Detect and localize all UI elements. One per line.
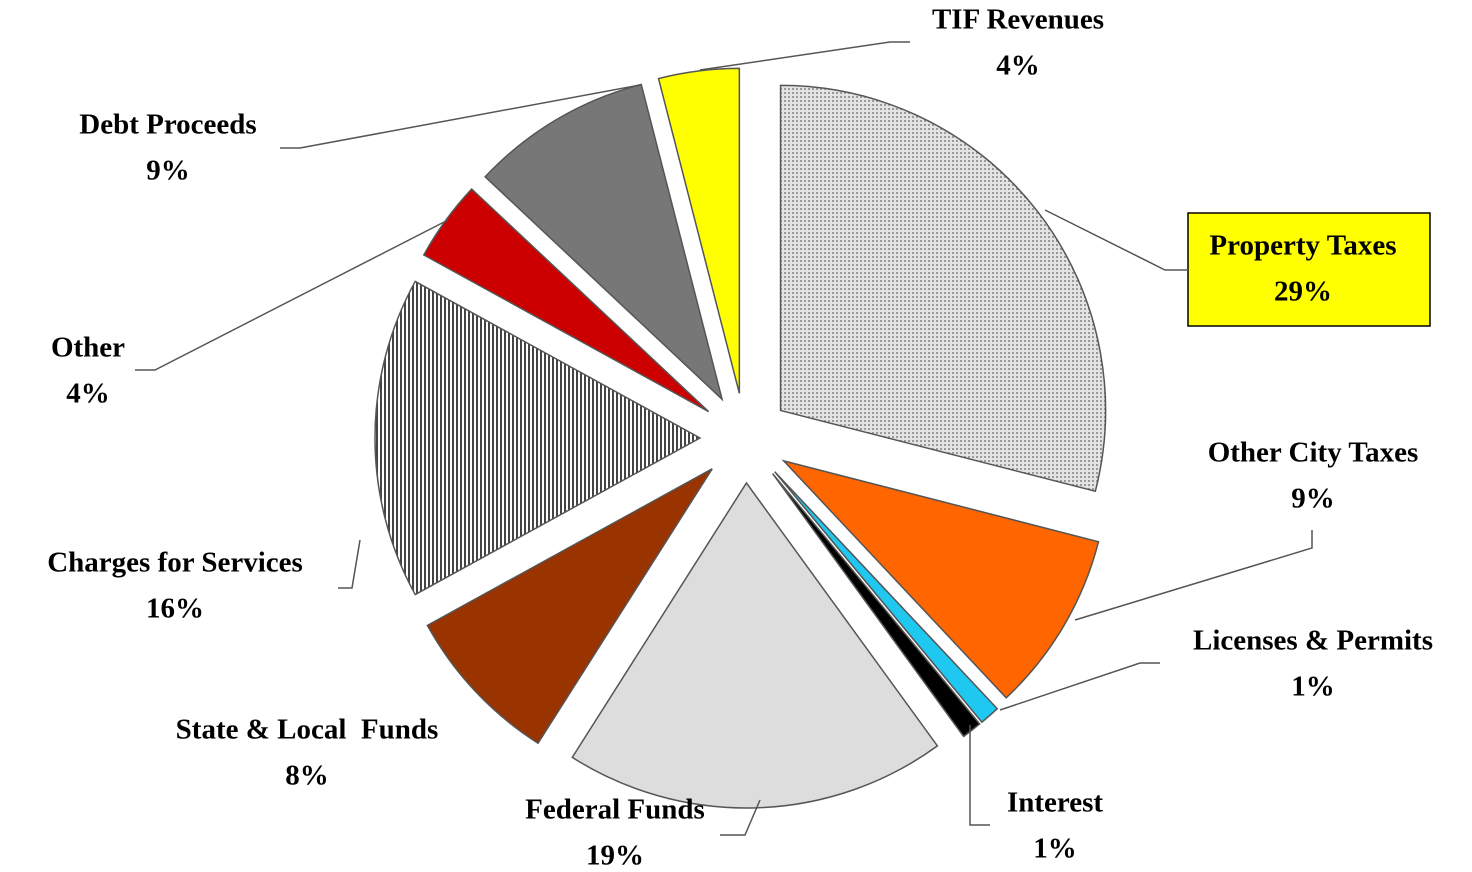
value-label: 4% [996, 50, 1040, 82]
leader-line [969, 725, 990, 826]
slices [374, 67, 1107, 809]
slice-label: Interest [1007, 787, 1103, 819]
value-label: 1% [1291, 671, 1335, 703]
label-box [1187, 212, 1431, 327]
value-label: 16% [146, 593, 204, 625]
slice-label: State & Local Funds [176, 714, 439, 746]
slice-label: Other [51, 332, 125, 364]
slice-label: Other City Taxes [1208, 437, 1419, 469]
leader-line [699, 41, 910, 71]
value-label: 9% [1291, 483, 1335, 515]
slice-label: Licenses & Permits [1193, 625, 1433, 657]
slice-label: Federal Funds [525, 794, 705, 826]
labels: Property Taxes 29% Other City Taxes 9% Licen… [47, 4, 1433, 872]
pie-slice [484, 83, 724, 402]
pie-slice [657, 67, 741, 394]
slice-label: Charges for Services [47, 547, 303, 579]
value-label: 8% [285, 760, 329, 792]
leader-line [135, 219, 449, 371]
slice-label: TIF Revenues [932, 4, 1104, 36]
value-label: 4% [66, 378, 110, 410]
leader-line [1074, 530, 1313, 621]
leader-line [280, 84, 641, 149]
pie-slice [779, 84, 1107, 493]
slice-label: Property Taxes [1209, 230, 1396, 262]
value-label: 19% [586, 840, 644, 872]
leader-line [1044, 209, 1188, 271]
pie-slice [774, 471, 999, 724]
slice-label: Debt Proceeds [79, 109, 256, 141]
pie-slice [771, 473, 981, 738]
value-label: 29% [1274, 276, 1332, 308]
leader-line [999, 662, 1160, 711]
value-label: 9% [146, 155, 190, 187]
value-label: 1% [1033, 833, 1077, 865]
leader-line [338, 539, 361, 589]
pie-slice [781, 459, 1100, 699]
pie-slice [374, 280, 702, 596]
pie-slice [426, 468, 713, 745]
leader-line [720, 799, 761, 836]
